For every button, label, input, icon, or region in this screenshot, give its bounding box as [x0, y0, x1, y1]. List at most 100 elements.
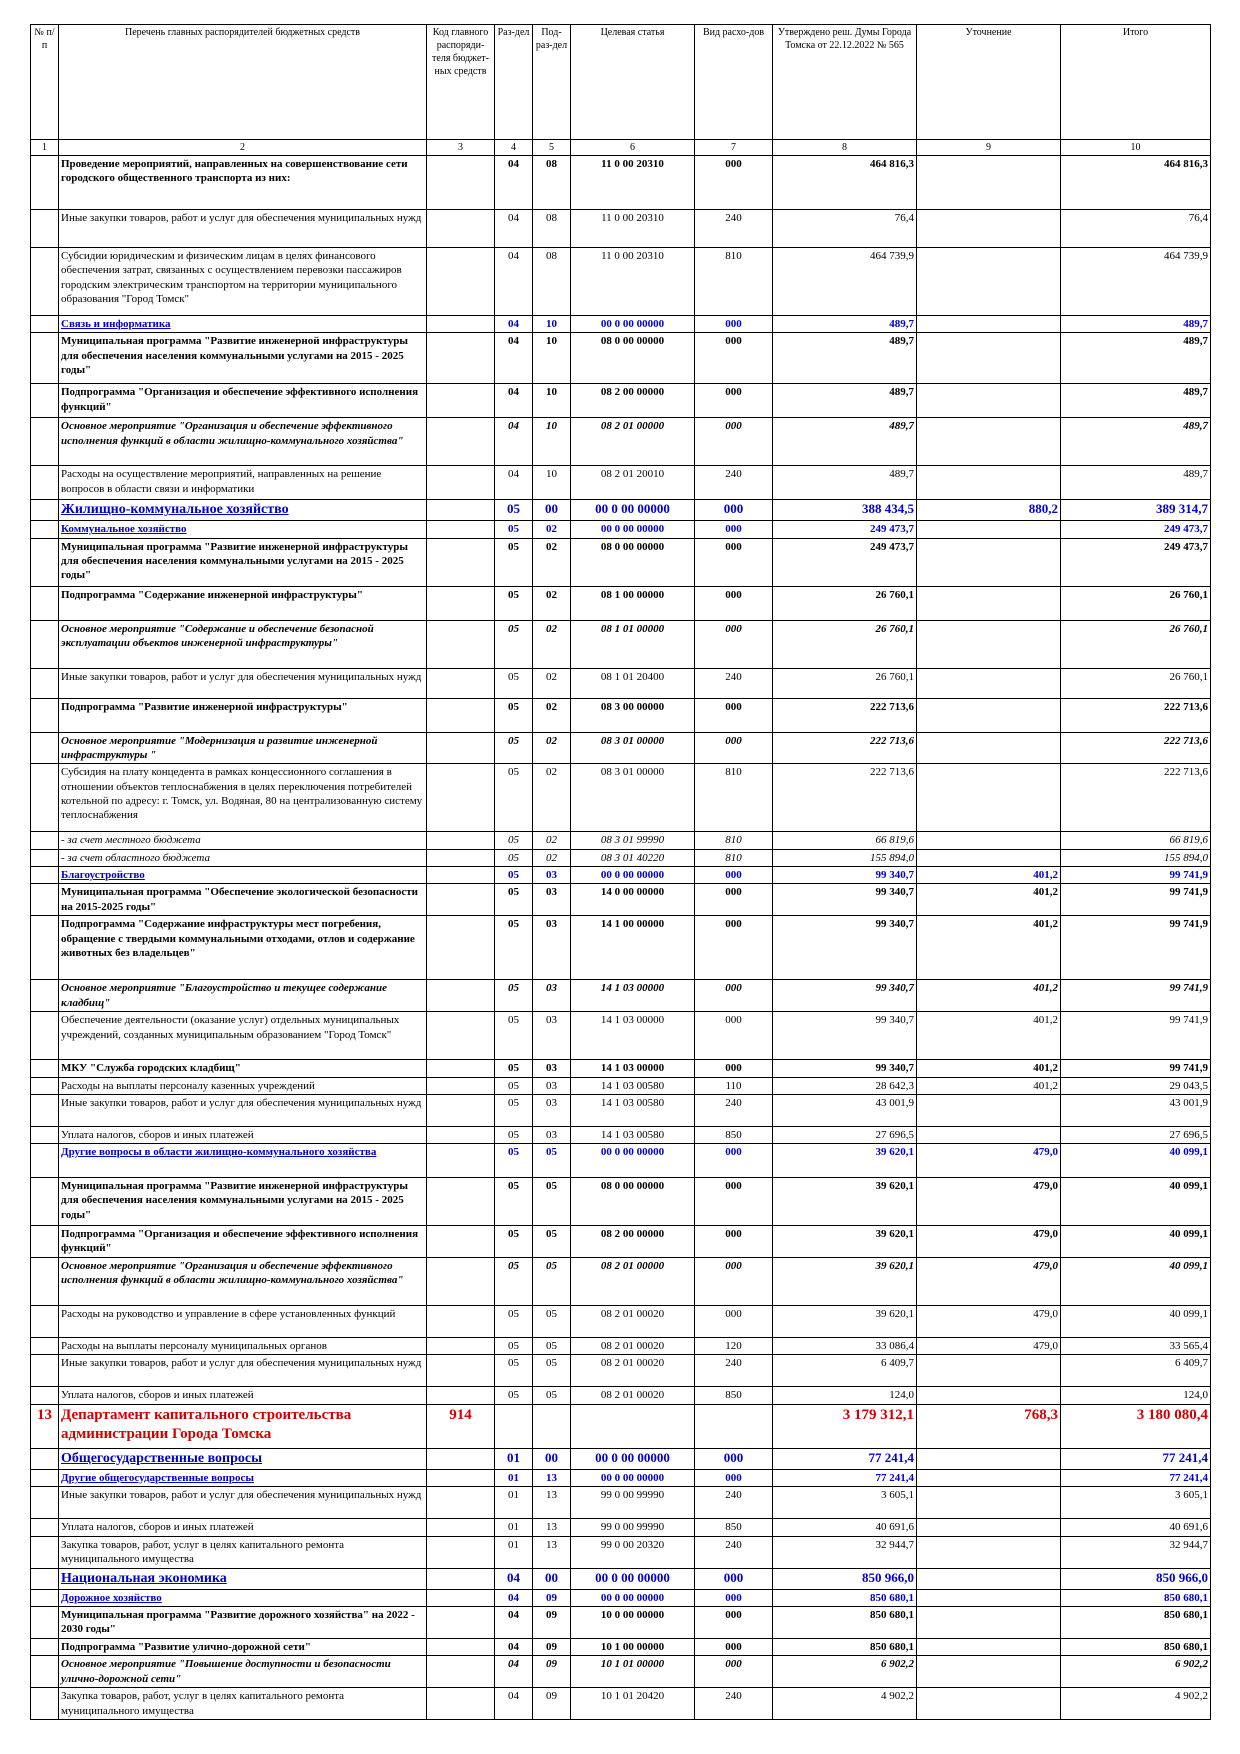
- table-row: Расходы на руководство и управление в сф…: [30, 1305, 1211, 1339]
- header-celevaya: Целевая статья: [570, 24, 695, 140]
- row-vid: 810: [694, 848, 773, 867]
- table-row: Коммунальное хозяйство 05 02 00 0 00 00000 0…: [30, 520, 1211, 539]
- header-razdel: Раз-дел: [494, 24, 533, 140]
- row-utoch: [916, 1386, 1061, 1405]
- row-utv: 850 680,1: [772, 1638, 917, 1657]
- row-utoch: [916, 155, 1061, 210]
- table-row: Подпрограмма "Развитие улично-дорожной с…: [30, 1638, 1211, 1657]
- row-number: [30, 209, 59, 248]
- table-row: Основное мероприятие "Содержание и обесп…: [30, 619, 1211, 669]
- row-itogo: 6 409,7: [1060, 1354, 1211, 1388]
- row-podrazdel: 02: [532, 848, 571, 867]
- row-podrazdel: 03: [532, 883, 571, 917]
- row-podrazdel: 03: [532, 1125, 571, 1145]
- row-podrazdel: 03: [532, 979, 571, 1013]
- row-utv: 99 340,7: [772, 979, 917, 1013]
- table-row: Основное мероприятие "Модернизация и раз…: [30, 731, 1211, 765]
- row-itogo: 222 713,6: [1060, 763, 1211, 833]
- row-number: [30, 865, 59, 885]
- row-code: [426, 1093, 495, 1127]
- row-razdel: 05: [494, 1093, 533, 1127]
- row-vid: 000: [694, 1305, 773, 1339]
- row-name: Департамент капитального строительства а…: [58, 1403, 427, 1449]
- row-code: [426, 465, 495, 501]
- row-utv: 43 001,9: [772, 1093, 917, 1127]
- row-utoch: [916, 1354, 1061, 1388]
- row-razdel: 05: [494, 585, 533, 621]
- row-code: [426, 247, 495, 316]
- table-row: Муниципальная программа "Развитие дорожн…: [30, 1606, 1211, 1640]
- row-podrazdel: 02: [532, 831, 571, 850]
- row-itogo: 249 473,7: [1060, 520, 1211, 539]
- row-utoch: [916, 417, 1061, 467]
- row-utv: 39 620,1: [772, 1305, 917, 1339]
- row-code: [426, 1468, 495, 1488]
- row-name: МКУ "Служба городских кладбищ": [58, 1059, 427, 1078]
- row-podrazdel: 02: [532, 537, 571, 587]
- row-vid: 000: [694, 1606, 773, 1640]
- row-name: Национальная экономика: [58, 1567, 427, 1590]
- table-row: Муниципальная программа "Развитие инжене…: [30, 332, 1211, 385]
- row-number: [30, 1011, 59, 1061]
- row-vid: 000: [694, 865, 773, 885]
- row-podrazdel: 09: [532, 1687, 571, 1721]
- row-code: [426, 619, 495, 669]
- row-razdel: 05: [494, 1386, 533, 1405]
- row-utoch: [916, 667, 1061, 699]
- row-number: [30, 332, 59, 385]
- row-razdel: 04: [494, 1606, 533, 1640]
- row-vid: 000: [694, 979, 773, 1013]
- row-code: [426, 1177, 495, 1227]
- row-itogo: 3 180 080,4: [1060, 1403, 1211, 1449]
- row-vid: 000: [694, 585, 773, 621]
- row-name: Иные закупки товаров, работ и услуг для …: [58, 1093, 427, 1127]
- row-celevaya: 00 0 00 00000: [570, 865, 695, 885]
- row-itogo: 99 741,9: [1060, 915, 1211, 981]
- row-podrazdel: 13: [532, 1486, 571, 1520]
- row-vid: 850: [694, 1125, 773, 1145]
- table-row: Основное мероприятие "Благоустройство и …: [30, 979, 1211, 1013]
- col-number: 10: [1060, 139, 1211, 156]
- row-podrazdel: 02: [532, 697, 571, 733]
- row-number: [30, 1305, 59, 1339]
- row-celevaya: 00 0 00 00000: [570, 1468, 695, 1488]
- row-podrazdel: 13: [532, 1518, 571, 1537]
- row-number: [30, 247, 59, 316]
- table-row: Другие вопросы в области жилищно-коммуна…: [30, 1143, 1211, 1179]
- row-name: Муниципальная программа "Развитие инжене…: [58, 332, 427, 385]
- row-number: [30, 848, 59, 867]
- row-utoch: [916, 1468, 1061, 1488]
- row-code: 914: [426, 1403, 495, 1449]
- row-name: Дорожное хозяйство: [58, 1588, 427, 1608]
- row-code: [426, 731, 495, 765]
- row-podrazdel: 10: [532, 465, 571, 501]
- row-utoch: 401,2: [916, 979, 1061, 1013]
- row-utoch: [916, 209, 1061, 248]
- row-number: [30, 1225, 59, 1259]
- table-row: Обеспечение деятельности (оказание услуг…: [30, 1011, 1211, 1061]
- row-utv: 26 760,1: [772, 667, 917, 699]
- row-vid: 240: [694, 1687, 773, 1721]
- row-utoch: [916, 465, 1061, 501]
- row-code: [426, 979, 495, 1013]
- row-celevaya: 08 3 01 00000: [570, 731, 695, 765]
- row-code: [426, 1143, 495, 1179]
- row-razdel: 05: [494, 1337, 533, 1356]
- row-code: [426, 1655, 495, 1689]
- row-podrazdel: [532, 1403, 571, 1449]
- row-razdel: 04: [494, 1655, 533, 1689]
- col-number: 3: [426, 139, 495, 156]
- row-name: Муниципальная программа "Развитие инжене…: [58, 1177, 427, 1227]
- row-itogo: 33 565,4: [1060, 1337, 1211, 1356]
- row-vid: 000: [694, 155, 773, 210]
- table-row: Общегосударственные вопросы 01 00 00 0 00 0…: [30, 1447, 1211, 1470]
- row-itogo: 26 760,1: [1060, 585, 1211, 621]
- col-number: 4: [494, 139, 533, 156]
- row-name: Уплата налогов, сборов и иных платежей: [58, 1518, 427, 1537]
- row-itogo: 850 966,0: [1060, 1567, 1211, 1590]
- row-utoch: [916, 1588, 1061, 1608]
- row-itogo: 389 314,7: [1060, 499, 1211, 522]
- row-number: [30, 585, 59, 621]
- header-vid: Вид расхо-дов: [694, 24, 773, 140]
- row-celevaya: 10 1 00 00000: [570, 1638, 695, 1657]
